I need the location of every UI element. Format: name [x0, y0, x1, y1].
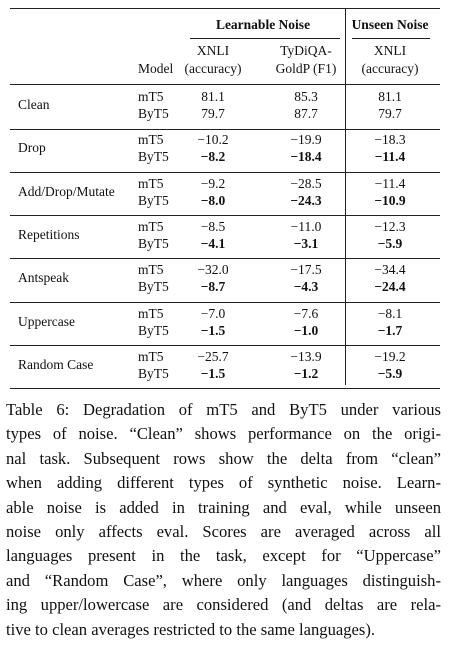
cell: −11.0 — [290, 218, 322, 234]
model-name: ByT5 — [138, 106, 169, 121]
cell: −34.4 — [374, 262, 406, 278]
caption-line: types of noise. “Clean” shows performanc… — [6, 424, 441, 444]
cell: −19.2 — [374, 348, 406, 364]
cell: −5.9 — [377, 235, 403, 251]
caption-line: Table 6: Degradation of mT5 and ByT5 und… — [6, 400, 441, 419]
model-name: mT5 — [138, 175, 164, 191]
cell: −28.5 — [290, 175, 322, 191]
cell: −10.9 — [374, 192, 406, 208]
cell: −1.2 — [293, 365, 319, 381]
model-name: ByT5 — [138, 149, 169, 165]
group-rule — [190, 38, 340, 39]
cell: −24.4 — [374, 279, 406, 295]
cell: −18.3 — [374, 132, 406, 148]
cell: −8.1 — [377, 305, 403, 321]
bottom-rule — [10, 388, 440, 390]
cell: −9.2 — [200, 175, 226, 191]
cell: 81.1 — [378, 89, 402, 104]
row-label: Antspeak — [18, 270, 69, 286]
column-divider — [345, 8, 346, 385]
header-rule — [10, 84, 440, 85]
cell: −5.9 — [377, 365, 403, 381]
model-name: ByT5 — [138, 322, 169, 338]
row-label: Random Case — [18, 356, 94, 372]
cell: −11.4 — [374, 149, 406, 165]
cell: −1.7 — [377, 322, 403, 338]
cell: −25.7 — [197, 348, 229, 364]
caption-line: noise only affects eval. Scores are aver… — [6, 522, 441, 541]
row-rule — [10, 301, 440, 303]
model-name: mT5 — [138, 89, 164, 104]
row-rule — [10, 171, 440, 173]
row-label: Uppercase — [18, 313, 75, 329]
cell: 81.1 — [201, 89, 225, 104]
row-rule — [10, 258, 440, 260]
cell: 79.7 — [201, 106, 225, 121]
model-name: mT5 — [138, 348, 164, 364]
row-rule — [10, 215, 440, 217]
model-name: ByT5 — [138, 365, 169, 381]
cell: −7.0 — [200, 305, 226, 321]
row-label: Repetitions — [18, 226, 80, 242]
cell: −3.1 — [293, 235, 319, 251]
cell: −32.0 — [197, 262, 229, 278]
group-label: Learnable Noise — [215, 17, 311, 32]
row-rule — [10, 128, 440, 130]
model-name: mT5 — [138, 305, 164, 321]
model-header: Model — [138, 61, 174, 76]
column-header: (accuracy) — [184, 61, 242, 76]
row-label: Clean — [18, 97, 50, 112]
cell: −18.4 — [290, 149, 322, 165]
cell: −8.2 — [200, 149, 226, 165]
group-label: Unseen Noise — [351, 17, 429, 32]
cell: −13.9 — [290, 348, 322, 364]
cell: −8.7 — [200, 279, 226, 295]
cell: −11.4 — [374, 175, 406, 191]
caption-line: able noise is added in training and eval… — [6, 497, 441, 517]
model-name: ByT5 — [138, 192, 169, 208]
model-name: mT5 — [138, 262, 164, 278]
cell: −4.3 — [293, 279, 319, 295]
caption-line: languages present in the task, except fo… — [6, 546, 441, 566]
row-label: Add/Drop/Mutate — [18, 183, 115, 199]
row-label: Drop — [18, 140, 46, 156]
cell: −4.1 — [200, 235, 226, 251]
model-name: mT5 — [138, 218, 164, 234]
cell: 85.3 — [294, 89, 318, 104]
model-name: mT5 — [138, 132, 164, 148]
cell: 87.7 — [294, 106, 318, 121]
cell: −24.3 — [290, 192, 322, 208]
caption-line: nal task. Subsequent rows show the delta… — [6, 448, 441, 468]
caption-line: when adding different types of synthetic… — [6, 473, 441, 493]
caption-line: ing upper/lowercase are considered (and … — [6, 595, 441, 615]
caption-line: and “Random Case”, where only languages … — [6, 570, 441, 590]
cell: −7.6 — [293, 305, 319, 321]
cell: −17.5 — [290, 262, 322, 278]
group-rule — [352, 38, 430, 39]
cell: −10.2 — [197, 132, 229, 148]
cell: 79.7 — [378, 106, 402, 121]
column-header: XNLI — [373, 43, 407, 58]
cell: −1.5 — [200, 365, 226, 381]
column-header: GoldP (F1) — [275, 61, 337, 76]
model-name: ByT5 — [138, 235, 169, 251]
column-header: TyDiQA- — [280, 43, 332, 58]
column-header: XNLI — [196, 43, 230, 58]
cell: −12.3 — [374, 218, 406, 234]
cell: −8.5 — [200, 218, 226, 234]
model-name: ByT5 — [138, 279, 169, 295]
caption-line: tive to clean averages restricted to the… — [6, 619, 376, 639]
top-rule — [10, 8, 440, 9]
row-rule — [10, 345, 440, 346]
cell: −19.9 — [290, 132, 322, 148]
cell: −1.5 — [200, 322, 226, 338]
cell: −8.0 — [200, 192, 226, 208]
cell: −1.0 — [293, 322, 319, 338]
column-header: (accuracy) — [361, 61, 419, 76]
